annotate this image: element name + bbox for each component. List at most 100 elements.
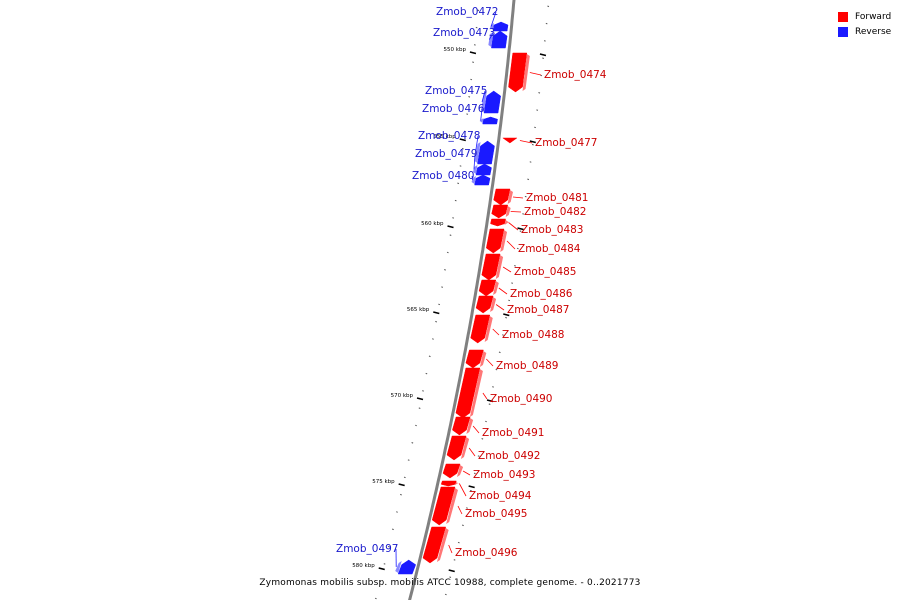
minor-tick-left <box>408 460 410 461</box>
minor-tick-left <box>375 598 377 599</box>
reverse-swatch <box>838 27 848 37</box>
gene-label[interactable]: Zmob_0472 <box>436 6 498 18</box>
gene-label[interactable]: Zmob_0484 <box>518 243 581 255</box>
gene-label[interactable]: Zmob_0479 <box>415 148 477 160</box>
minor-tick-right <box>536 110 538 111</box>
gene-label[interactable]: Zmob_0495 <box>465 508 527 520</box>
minor-tick-left <box>452 218 454 219</box>
minor-tick-right <box>534 127 536 128</box>
minor-tick-left <box>435 321 437 322</box>
major-tick-mark-left <box>448 226 454 228</box>
gene-label[interactable]: Zmob_0475 <box>425 85 487 97</box>
major-tick-mark-right <box>449 570 455 572</box>
major-tick-mark-right <box>469 486 475 488</box>
gene-label[interactable]: Zmob_0473 <box>433 27 495 39</box>
gene-label-connector <box>458 506 462 514</box>
gene-feature-zmob_0482[interactable]: Zmob_0482 <box>492 205 587 218</box>
minor-tick-left <box>432 339 434 340</box>
minor-tick-left <box>474 45 476 46</box>
major-tick-mark-left <box>470 52 476 54</box>
minor-tick-right <box>492 387 494 388</box>
gene-arrow <box>476 164 492 175</box>
gene-label[interactable]: Zmob_0494 <box>469 490 532 502</box>
minor-tick-right <box>445 594 447 595</box>
minor-tick-right <box>499 352 501 353</box>
gene-label[interactable]: Zmob_0477 <box>535 137 597 149</box>
gene-label-connector <box>509 223 518 231</box>
minor-tick-left <box>384 564 386 565</box>
forward-swatch <box>838 12 848 22</box>
minor-tick-left <box>444 270 446 271</box>
minor-tick-right <box>542 58 544 59</box>
gene-label[interactable]: Zmob_0493 <box>473 469 535 481</box>
minor-tick-right <box>547 6 549 7</box>
gene-label[interactable]: Zmob_0491 <box>482 427 544 439</box>
minor-tick-right <box>505 317 507 318</box>
major-tick-label: 560 kbp <box>421 221 444 227</box>
gene-label-connector <box>473 426 479 433</box>
gene-label[interactable]: Zmob_0496 <box>455 547 518 559</box>
gene-label[interactable]: Zmob_0492 <box>478 450 540 462</box>
major-tick-label: 550 kbp <box>444 47 467 53</box>
gene-label-connector <box>513 197 523 198</box>
gene-feature-zmob_0492[interactable]: Zmob_0492 <box>447 436 540 462</box>
minor-tick-left <box>396 512 398 513</box>
legend-item-reverse: Reverse <box>838 24 891 39</box>
gene-label-connector <box>459 484 466 497</box>
gene-label[interactable]: Zmob_0489 <box>496 360 558 372</box>
gene-arrow <box>492 205 508 218</box>
gene-label[interactable]: Zmob_0490 <box>490 393 552 405</box>
minor-tick-right <box>458 542 460 543</box>
gene-feature-zmob_0486[interactable]: Zmob_0486 <box>479 280 573 300</box>
genome-caption: Zymomonas mobilis subsp. mobilis ATCC 10… <box>0 578 900 588</box>
gene-features: Zmob_0472 Zmob_0473 Zmob_0474 Zmob_0475 Zmob… <box>336 6 607 574</box>
gene-label[interactable]: Zmob_0487 <box>507 304 569 316</box>
minor-tick-right <box>511 283 513 284</box>
major-tick-label: 580 kbp <box>352 563 375 569</box>
gene-label[interactable]: Zmob_0476 <box>422 103 485 115</box>
minor-tick-right <box>538 93 540 94</box>
gene-feature-zmob_0493[interactable]: Zmob_0493 <box>443 464 535 481</box>
legend-label-reverse: Reverse <box>855 27 891 37</box>
minor-tick-left <box>450 235 452 236</box>
gene-label-connector <box>483 393 487 399</box>
gene-label[interactable]: Zmob_0474 <box>544 69 607 81</box>
gene-label[interactable]: Zmob_0488 <box>502 329 564 341</box>
gene-feature-zmob_0490[interactable]: Zmob_0490 <box>456 368 553 418</box>
gene-feature-zmob_0485[interactable]: Zmob_0485 <box>482 254 577 280</box>
minor-tick-right <box>462 525 464 526</box>
minor-tick-left <box>415 425 417 426</box>
major-tick-mark-left <box>417 398 423 400</box>
gene-label[interactable]: Zmob_0482 <box>524 206 586 218</box>
gene-arrow <box>483 117 498 124</box>
minor-tick-left <box>400 494 402 495</box>
gene-arrow <box>475 175 490 185</box>
minor-tick-left <box>447 252 449 253</box>
gene-label-connector <box>449 545 452 553</box>
minor-tick-left <box>419 408 421 409</box>
gene-feature-zmob_0497[interactable]: Zmob_0497 <box>336 543 416 574</box>
minor-tick-right <box>508 300 510 301</box>
minor-tick-right <box>485 421 487 422</box>
gene-feature-zmob_0496[interactable]: Zmob_0496 <box>423 527 518 563</box>
gene-feature-zmob_0491[interactable]: Zmob_0491 <box>452 417 544 439</box>
gene-label[interactable]: Zmob_0480 <box>412 170 474 182</box>
gene-arrow <box>441 481 456 486</box>
gene-label[interactable]: Zmob_0485 <box>514 266 576 278</box>
gene-label[interactable]: Zmob_0497 <box>336 543 398 555</box>
gene-feature-zmob_0474[interactable]: Zmob_0474 <box>509 53 607 92</box>
gene-label[interactable]: Zmob_0486 <box>510 288 573 300</box>
gene-label-connector <box>493 329 499 335</box>
gene-label[interactable]: Zmob_0478 <box>418 130 480 142</box>
major-tick-label: 565 kbp <box>407 307 430 313</box>
gene-feature-zmob_0481[interactable]: Zmob_0481 <box>494 189 589 205</box>
gene-feature-zmob_0477[interactable]: Zmob_0477 <box>503 137 598 149</box>
minor-tick-left <box>457 183 459 184</box>
minor-tick-left <box>441 287 443 288</box>
gene-label[interactable]: Zmob_0481 <box>526 192 588 204</box>
minor-tick-left <box>412 443 414 444</box>
major-tick-label: 575 kbp <box>372 479 395 485</box>
gene-label[interactable]: Zmob_0483 <box>521 224 583 236</box>
gene-feature-zmob_0488[interactable]: Zmob_0488 <box>471 315 565 343</box>
